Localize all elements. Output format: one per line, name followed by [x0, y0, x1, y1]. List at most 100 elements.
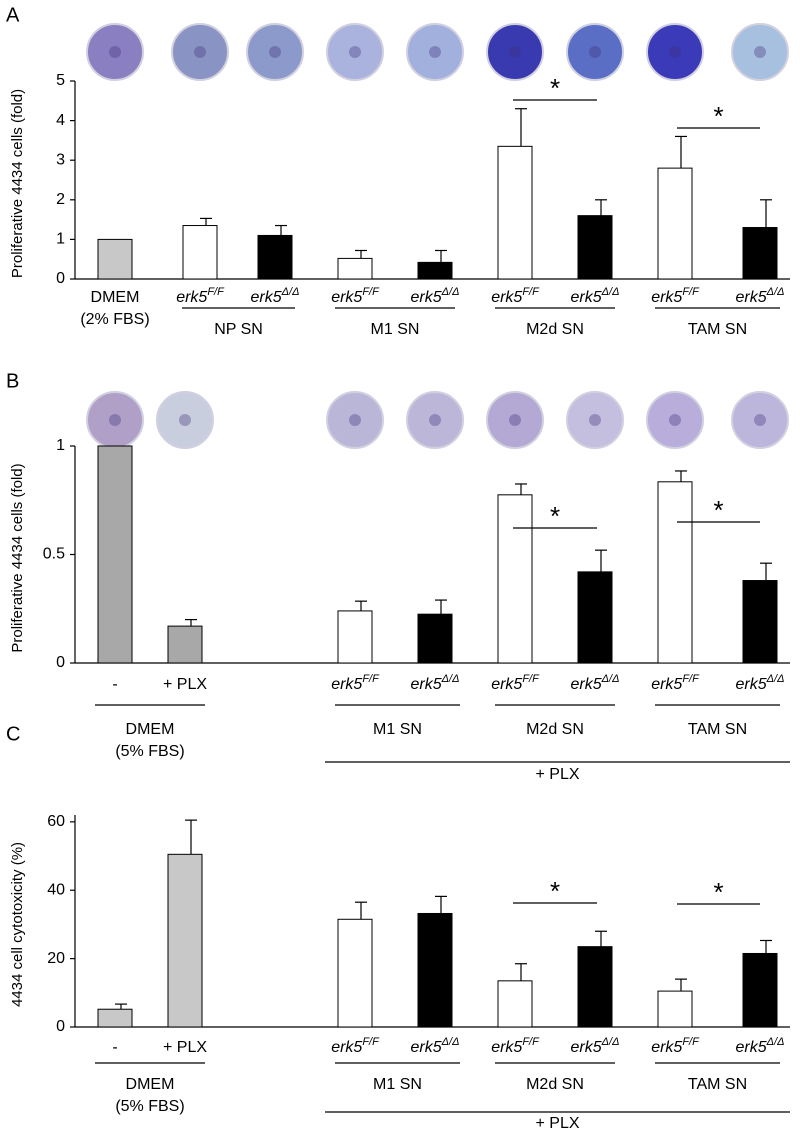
dish — [406, 391, 464, 449]
dish-center — [509, 46, 521, 58]
group-label: M2d SN — [526, 321, 584, 338]
bar — [167, 625, 203, 664]
y-tick-label: 1 — [56, 231, 65, 248]
dish-center — [589, 414, 601, 426]
x-tick-label: erk5Δ/Δ — [571, 673, 620, 693]
bar — [337, 610, 373, 664]
dish-center — [349, 414, 361, 426]
gene-name: erk5 — [411, 289, 442, 306]
x-tick-label: + PLX — [163, 676, 207, 693]
dish — [731, 23, 789, 81]
genotype: F/F — [207, 286, 225, 298]
x-tick-label: erk5F/F — [491, 1036, 540, 1056]
dish-center — [754, 414, 766, 426]
bar — [417, 912, 453, 1028]
x-tick-label: - — [112, 1039, 117, 1056]
significance-star: * — [550, 73, 560, 103]
genotype: F/F — [682, 286, 700, 298]
gene-name: erk5 — [571, 289, 602, 306]
genotype: F/F — [522, 673, 540, 685]
bar — [657, 167, 693, 280]
group-label: TAM SN — [688, 721, 747, 738]
bar — [657, 481, 693, 664]
y-tick-label: 1 — [56, 437, 65, 454]
dish — [246, 23, 304, 81]
x-tick-label: erk5F/F — [331, 286, 380, 306]
dish-center — [349, 46, 361, 58]
genotype: F/F — [362, 1036, 380, 1048]
y-tick-label: 3 — [56, 151, 65, 168]
gene-name: erk5 — [651, 676, 682, 693]
bar — [577, 946, 613, 1028]
dish — [731, 391, 789, 449]
y-tick-label: 0 — [56, 654, 65, 671]
x-tick-label: erk5Δ/Δ — [411, 286, 460, 306]
bar — [742, 952, 778, 1028]
bar — [577, 571, 613, 664]
y-tick-label: 2 — [56, 191, 65, 208]
x-tick-label: erk5F/F — [651, 673, 700, 693]
y-tick-label: 20 — [47, 950, 65, 967]
group-label: M1 SN — [371, 321, 420, 338]
bar — [497, 980, 533, 1028]
dish-center — [669, 414, 681, 426]
y-axis-label: Proliferative 4434 cells (fold) — [9, 89, 26, 278]
group-label: DMEM — [126, 1076, 175, 1093]
bar — [97, 445, 133, 664]
gene-name: erk5 — [736, 1039, 767, 1056]
genotype: Δ/Δ — [766, 1036, 785, 1048]
x-tick-label: erk5F/F — [491, 286, 540, 306]
gene-name: erk5 — [651, 1039, 682, 1056]
genotype: F/F — [522, 1036, 540, 1048]
gene-name: erk5 — [571, 1039, 602, 1056]
genotype: Δ/Δ — [441, 1036, 460, 1048]
y-axis-label: 4434 cell cytotoxicity (%) — [9, 842, 26, 1007]
dish — [566, 23, 624, 81]
bar — [257, 234, 293, 280]
dish — [326, 391, 384, 449]
dish — [171, 23, 229, 81]
gene-name: erk5 — [651, 289, 682, 306]
bar — [182, 225, 218, 280]
group-label: (5% FBS) — [115, 1098, 184, 1115]
dish-center — [669, 46, 681, 58]
bracket-label: + PLX — [535, 1115, 579, 1132]
x-tick-label: erk5Δ/Δ — [411, 1036, 460, 1056]
dish-center — [269, 46, 281, 58]
gene-name: erk5 — [251, 289, 282, 306]
genotype: Δ/Δ — [601, 1036, 620, 1048]
y-tick-label: 5 — [56, 72, 65, 89]
bracket-label: + PLX — [535, 766, 579, 783]
gene-name: erk5 — [331, 1039, 362, 1056]
dish-center — [754, 46, 766, 58]
bar — [417, 613, 453, 664]
y-tick-label: 60 — [47, 813, 65, 830]
x-tick-label: erk5F/F — [491, 673, 540, 693]
x-tick-label: erk5Δ/Δ — [571, 1036, 620, 1056]
gene-name: erk5 — [491, 289, 522, 306]
bar — [337, 257, 373, 280]
bar — [417, 261, 453, 280]
x-tick-label: erk5Δ/Δ — [736, 286, 785, 306]
y-tick-label: 0 — [56, 270, 65, 287]
dish — [156, 391, 214, 449]
genotype: F/F — [362, 673, 380, 685]
dish-center — [509, 414, 521, 426]
dish-center — [179, 414, 191, 426]
gene-name: erk5 — [736, 676, 767, 693]
x-tick-label: erk5F/F — [331, 673, 380, 693]
group-label: M1 SN — [373, 1076, 422, 1093]
y-tick-label: 4 — [56, 112, 65, 129]
bar — [337, 918, 373, 1028]
panel-label: A — [6, 4, 20, 26]
y-tick-label: 0 — [56, 1018, 65, 1035]
group-label: M2d SN — [526, 721, 584, 738]
x-tick-label: erk5F/F — [651, 1036, 700, 1056]
group-label: DMEM — [91, 289, 140, 306]
genotype: Δ/Δ — [766, 673, 785, 685]
group-label: DMEM — [126, 721, 175, 738]
bar — [742, 227, 778, 280]
dish-center — [429, 46, 441, 58]
dish — [486, 23, 544, 81]
bar — [577, 215, 613, 280]
